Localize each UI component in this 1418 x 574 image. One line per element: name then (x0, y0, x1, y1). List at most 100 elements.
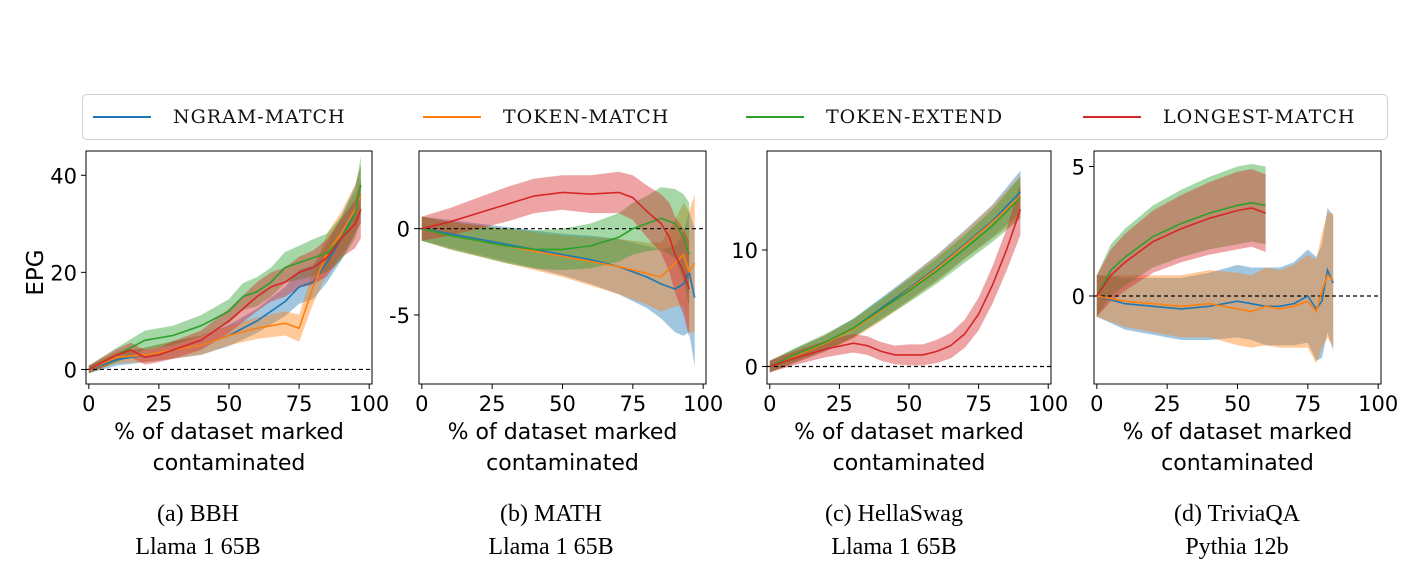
legend-entry-token-match: TOKEN-MATCH (423, 95, 669, 139)
panel-d-xlabel: % of dataset marked contaminated (1123, 420, 1353, 476)
panel-b-band-longest-match (421, 171, 690, 338)
panel-c-band-longest-match (769, 183, 1021, 373)
legend-swatch-token-extend (746, 116, 804, 118)
legend-swatch-token-match (423, 116, 481, 118)
panel-c-xtick-label-100: 100 (1028, 392, 1068, 416)
panel-a-xlabel-line2: contaminated (153, 451, 306, 476)
panel-b-xlabel: % of dataset marked contaminated (448, 420, 678, 476)
legend-entry-ngram-match: NGRAM-MATCH (93, 95, 346, 139)
panel-c-xtick-label-50: 50 (896, 392, 923, 416)
panel-b-ytick-label-0: 0 (397, 218, 410, 242)
panel-d-line-longest-match (1096, 207, 1266, 297)
panel-d-xtick-label-50: 50 (1224, 392, 1251, 416)
caption-d-line1: (d) TriviaQA (1173, 501, 1300, 527)
panel-b-xtick-label-50: 50 (549, 392, 576, 416)
panel-b-band-token-extend (421, 187, 690, 307)
panel-a-ytick-label-40: 40 (50, 164, 77, 188)
legend-label-ngram-match: NGRAM-MATCH (173, 106, 346, 128)
panel-d-band-token-match (1096, 213, 1334, 364)
panel-c-xtick-label-25: 25 (826, 392, 853, 416)
panel-a-xtick-label-0: 0 (82, 392, 95, 416)
panel-d-xtick-label-100: 100 (1358, 392, 1398, 416)
panel-c-band-token-extend (769, 176, 1021, 373)
caption-d: (d) TriviaQA Pythia 12b (1107, 498, 1367, 564)
panel-c-plot-area (767, 170, 1051, 373)
panel-a-xtick-label-25: 25 (146, 392, 173, 416)
panel-a: 0 25 50 75 100 0 20 40 % of dataset marked contam… (23, 150, 389, 476)
panel-d-line-token-match (1096, 273, 1334, 314)
panel-d-xlabel-line2: contaminated (1161, 451, 1314, 476)
panel-d-xtick-label-0: 0 (1090, 392, 1103, 416)
panel-d-xtick-label-75: 75 (1294, 392, 1321, 416)
panel-d-xlabel-line1: % of dataset marked (1123, 420, 1353, 445)
panel-a-xtick-label-75: 75 (286, 392, 313, 416)
panel-b-plot-area (419, 171, 706, 367)
panel-d-ytick-label-5: 5 (1072, 156, 1085, 180)
panel-b-xlabel-line1: % of dataset marked (448, 420, 678, 445)
panel-b-xtick-label-100: 100 (683, 392, 723, 416)
panel-b: 0 25 50 75 100 -5 0 % of dataset marked contamin… (389, 150, 723, 476)
legend-label-longest-match: LONGEST-MATCH (1163, 106, 1356, 128)
panel-a-band-token-match (88, 165, 361, 374)
caption-b: (b) MATH Llama 1 65B (421, 498, 681, 564)
panel-d-band-ngram-match (1096, 208, 1334, 361)
legend-label-token-extend: TOKEN-EXTEND (826, 106, 1004, 128)
panel-a-plot-area (86, 155, 372, 374)
panel-d-band-longest-match (1096, 169, 1266, 317)
panel-d-xtick-label-25: 25 (1154, 392, 1181, 416)
caption-c: (c) HellaSwag Llama 1 65B (764, 498, 1024, 564)
legend-entry-token-extend: TOKEN-EXTEND (746, 95, 1003, 139)
panel-c-xtick-label-75: 75 (965, 392, 992, 416)
panel-a-ytick-label-0: 0 (64, 358, 77, 382)
panel-a-xtick-label-100: 100 (349, 392, 389, 416)
caption-a-line1: (a) BBH (157, 501, 239, 527)
caption-c-line1: (c) HellaSwag (825, 501, 963, 527)
legend-label-token-match: TOKEN-MATCH (503, 106, 670, 128)
panel-c-ytick-label-10: 10 (731, 239, 758, 263)
panel-b-band-ngram-match (421, 211, 695, 367)
panel-d-line-token-extend (1096, 201, 1266, 297)
panel-b-line-token-extend (421, 217, 690, 255)
panel-a-line-token-match (88, 194, 362, 371)
caption-a-line2: Llama 1 65B (135, 534, 261, 560)
panel-c-xtick-label-0: 0 (763, 392, 776, 416)
panel-d: 0 25 50 75 100 0 5 % of dataset marked contamina… (1072, 150, 1398, 476)
panel-b-line-ngram-match (421, 227, 696, 298)
panel-a-xlabel-line1: % of dataset marked (114, 420, 344, 445)
caption-a: (a) BBH Llama 1 65B (68, 498, 328, 564)
caption-d-line2: Pythia 12b (1185, 534, 1289, 560)
panel-b-line-longest-match (421, 191, 690, 290)
panel-d-ytick-label-0: 0 (1072, 285, 1085, 309)
panel-c-band-ngram-match (769, 170, 1021, 373)
panel-a-line-longest-match (88, 209, 362, 371)
panel-a-band-longest-match (88, 180, 361, 374)
panel-c: 0 25 50 75 100 0 10 % of dataset marked contamin… (731, 150, 1068, 476)
panel-d-plot-area (1094, 163, 1381, 364)
panel-b-xtick-label-25: 25 (479, 392, 506, 416)
panel-a-ytick-label-20: 20 (50, 261, 77, 285)
panel-b-xlabel-line2: contaminated (486, 451, 639, 476)
panel-c-band-token-match (769, 175, 1021, 373)
legend-swatch-ngram-match (93, 116, 151, 118)
panel-c-xlabel: % of dataset marked contaminated (794, 420, 1024, 476)
legend-swatch-longest-match (1083, 116, 1141, 118)
panel-c-line-token-extend (769, 197, 1021, 368)
panel-b-xtick-label-75: 75 (619, 392, 646, 416)
legend-entry-longest-match: LONGEST-MATCH (1083, 95, 1355, 139)
legend: NGRAM-MATCH TOKEN-MATCH TOKEN-EXTEND LON… (82, 94, 1388, 140)
panel-c-xlabel-line2: contaminated (833, 451, 986, 476)
caption-b-line1: (b) MATH (500, 501, 602, 527)
caption-c-line2: Llama 1 65B (831, 534, 957, 560)
panel-b-xtick-label-0: 0 (415, 392, 428, 416)
panel-a-xlabel: % of dataset marked contaminated (114, 420, 344, 476)
panel-c-xlabel-line1: % of dataset marked (794, 420, 1024, 445)
panel-a-ylabel: EPG (23, 249, 49, 295)
panel-a-line-token-extend (88, 184, 362, 371)
caption-b-line2: Llama 1 65B (488, 534, 614, 560)
panel-c-ytick-label-0: 0 (745, 356, 758, 380)
panel-a-band-token-extend (88, 155, 361, 374)
panel-a-xtick-label-50: 50 (216, 392, 243, 416)
panel-c-line-longest-match (769, 209, 1022, 368)
panel-b-ytick-label--5: -5 (389, 304, 410, 328)
